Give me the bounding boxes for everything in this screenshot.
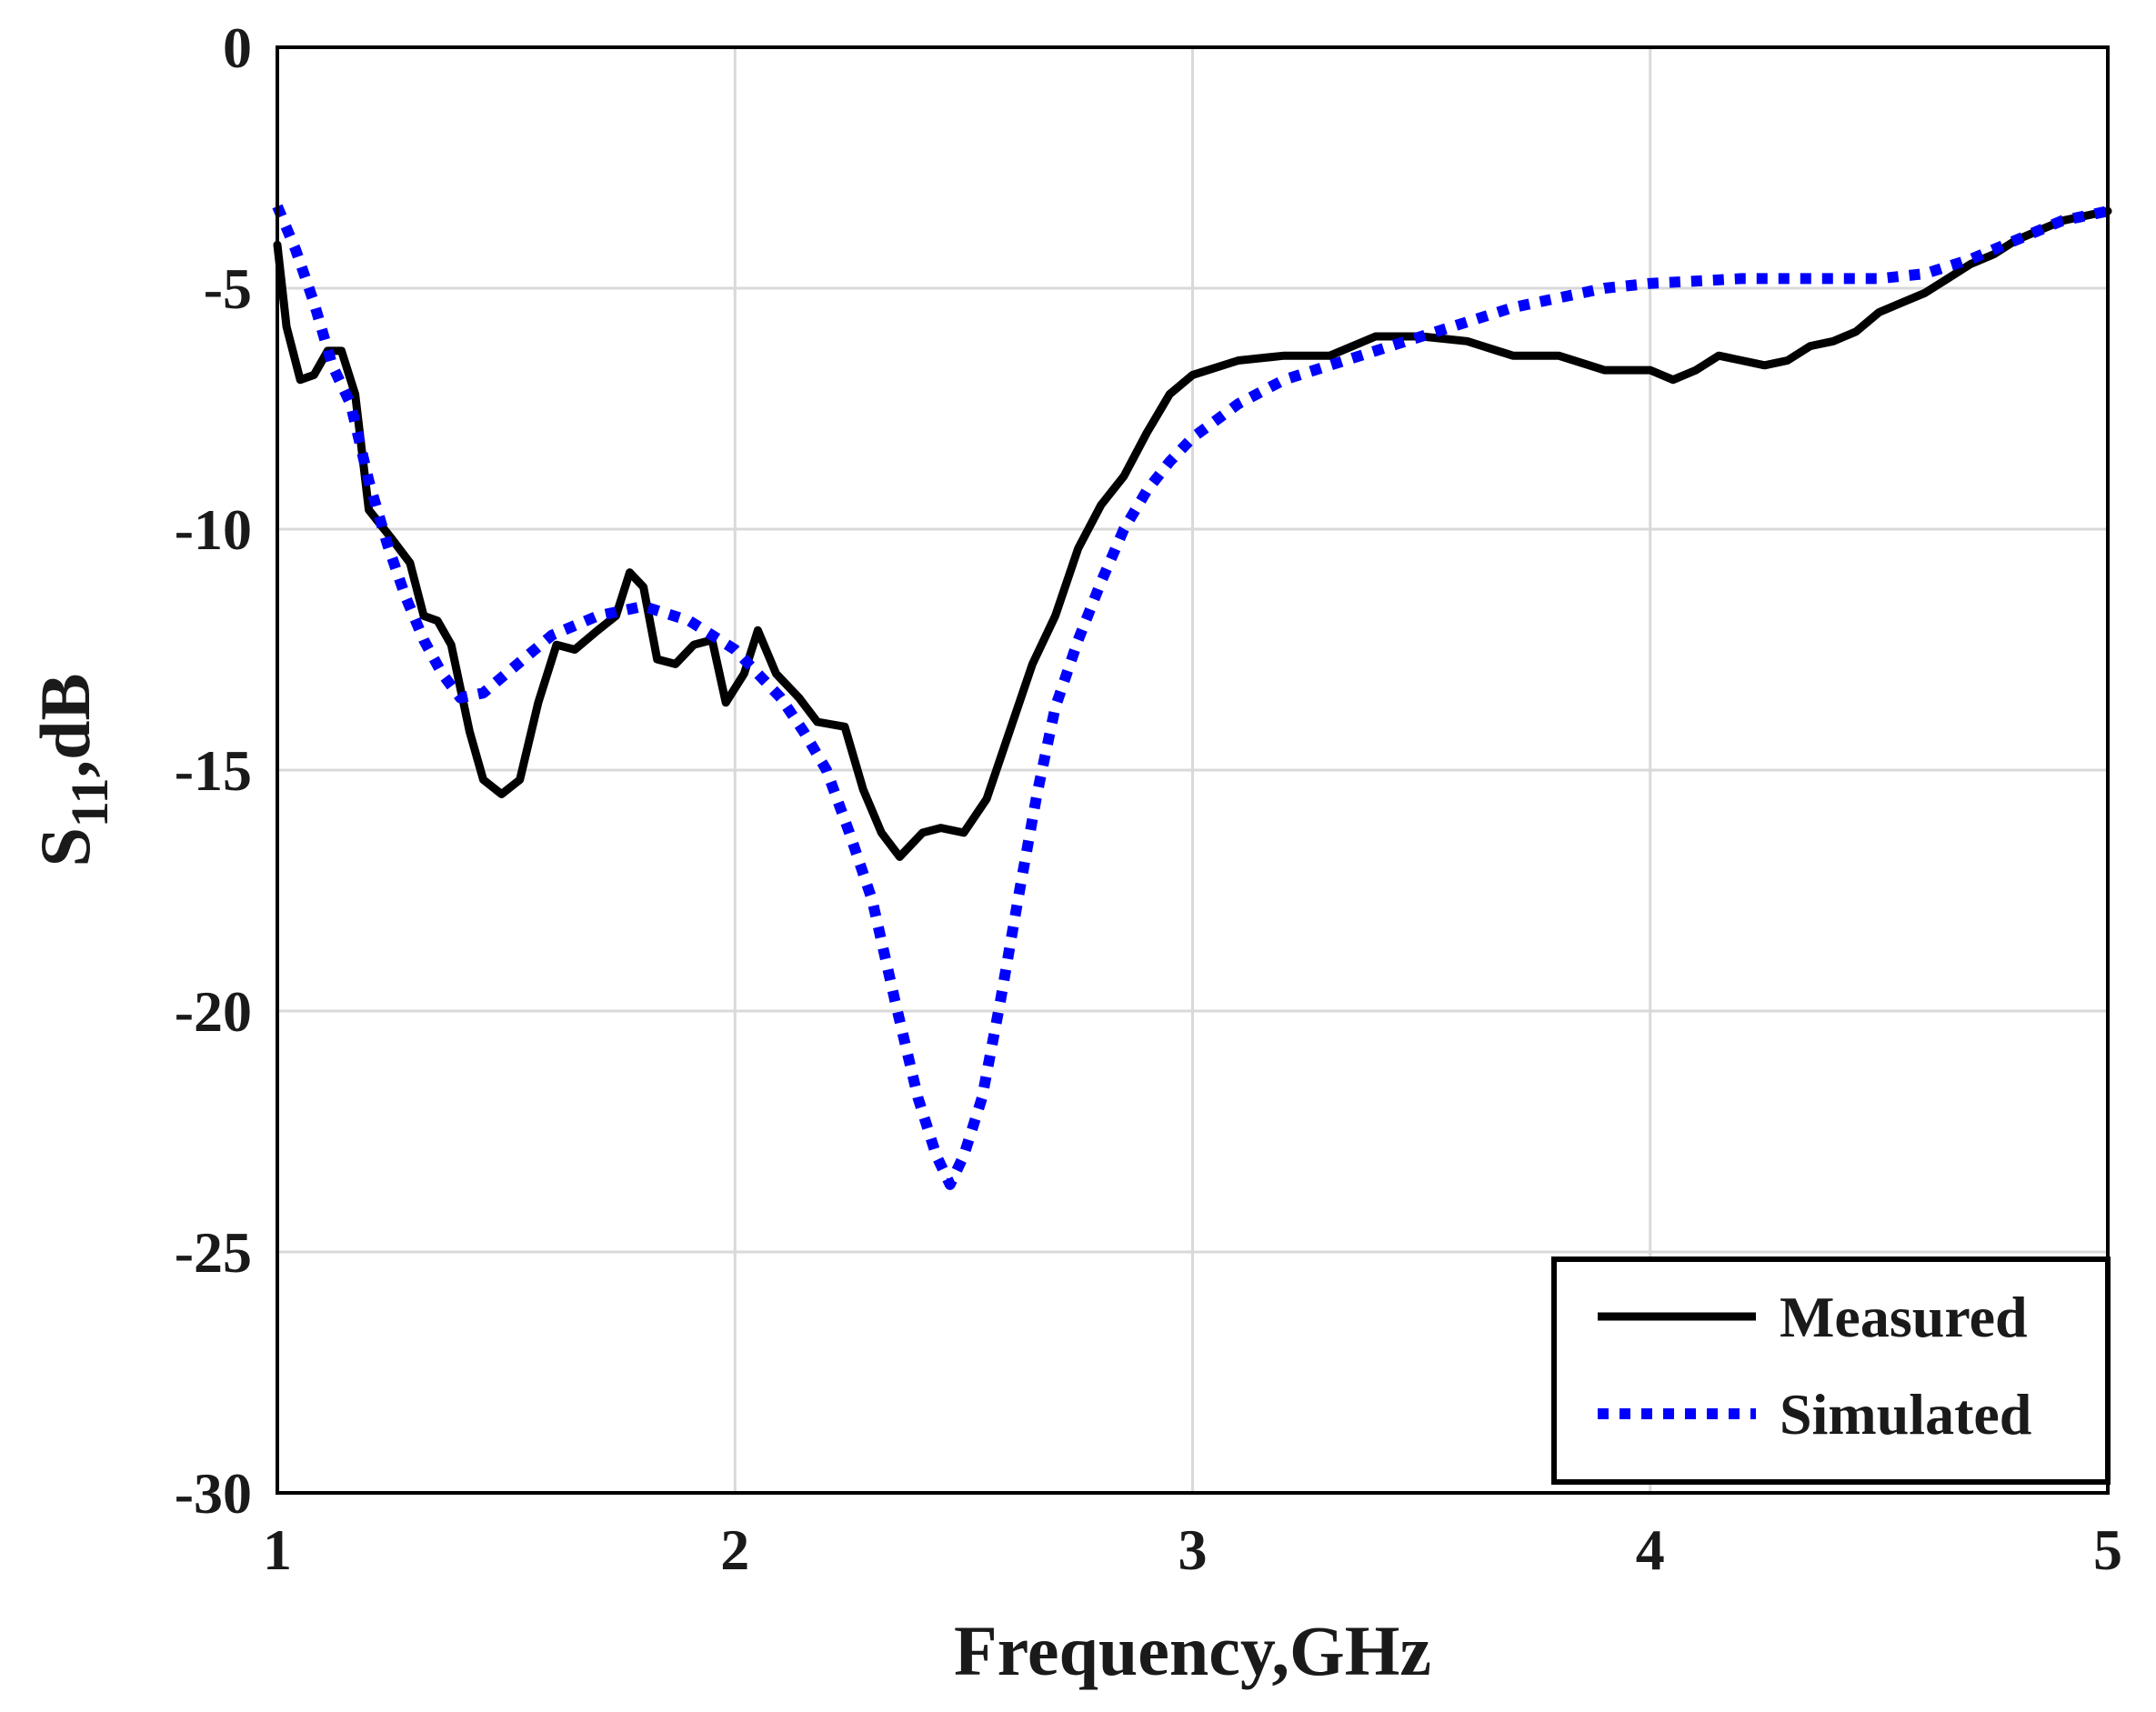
x-tick-label: 1: [263, 1517, 292, 1582]
legend-label-simulated: Simulated: [1780, 1382, 2031, 1447]
x-tick-label: 5: [2093, 1517, 2122, 1582]
y-tick-labels: 0 -5 -10 -15 -20 -25 -30: [175, 15, 252, 1526]
x-axis-label: Frequency,GHz: [954, 1611, 1431, 1690]
x-tick-labels: 1 2 3 4 5: [263, 1517, 2122, 1582]
series-line-measured: [273, 206, 2112, 861]
y-axis-label-subscript: 11: [60, 777, 119, 827]
y-tick-label: -15: [175, 738, 252, 803]
series-line-simulated: [272, 204, 2110, 1190]
legend-box: [1551, 1256, 2111, 1485]
y-tick-label: -30: [175, 1461, 252, 1526]
y-tick-label: 0: [223, 15, 252, 80]
legend-label-measured: Measured: [1780, 1285, 2028, 1349]
y-axis-label-base: S: [25, 827, 105, 866]
y-axis-label-unit: ,dB: [25, 673, 105, 777]
grid-lines: [276, 45, 2110, 1495]
x-tick-label: 2: [720, 1517, 749, 1582]
y-tick-label: -10: [175, 497, 252, 562]
plot-series: [272, 204, 2112, 1190]
y-tick-label: -20: [175, 979, 252, 1044]
x-tick-label: 4: [1636, 1517, 1665, 1582]
y-tick-label: -5: [204, 256, 252, 321]
y-axis-label: S11,dB: [25, 673, 119, 866]
y-tick-label: -25: [175, 1220, 252, 1285]
plot-frame: [276, 45, 2110, 1495]
x-tick-label: 3: [1178, 1517, 1208, 1582]
legend: Measured Simulated: [1551, 1256, 2111, 1485]
